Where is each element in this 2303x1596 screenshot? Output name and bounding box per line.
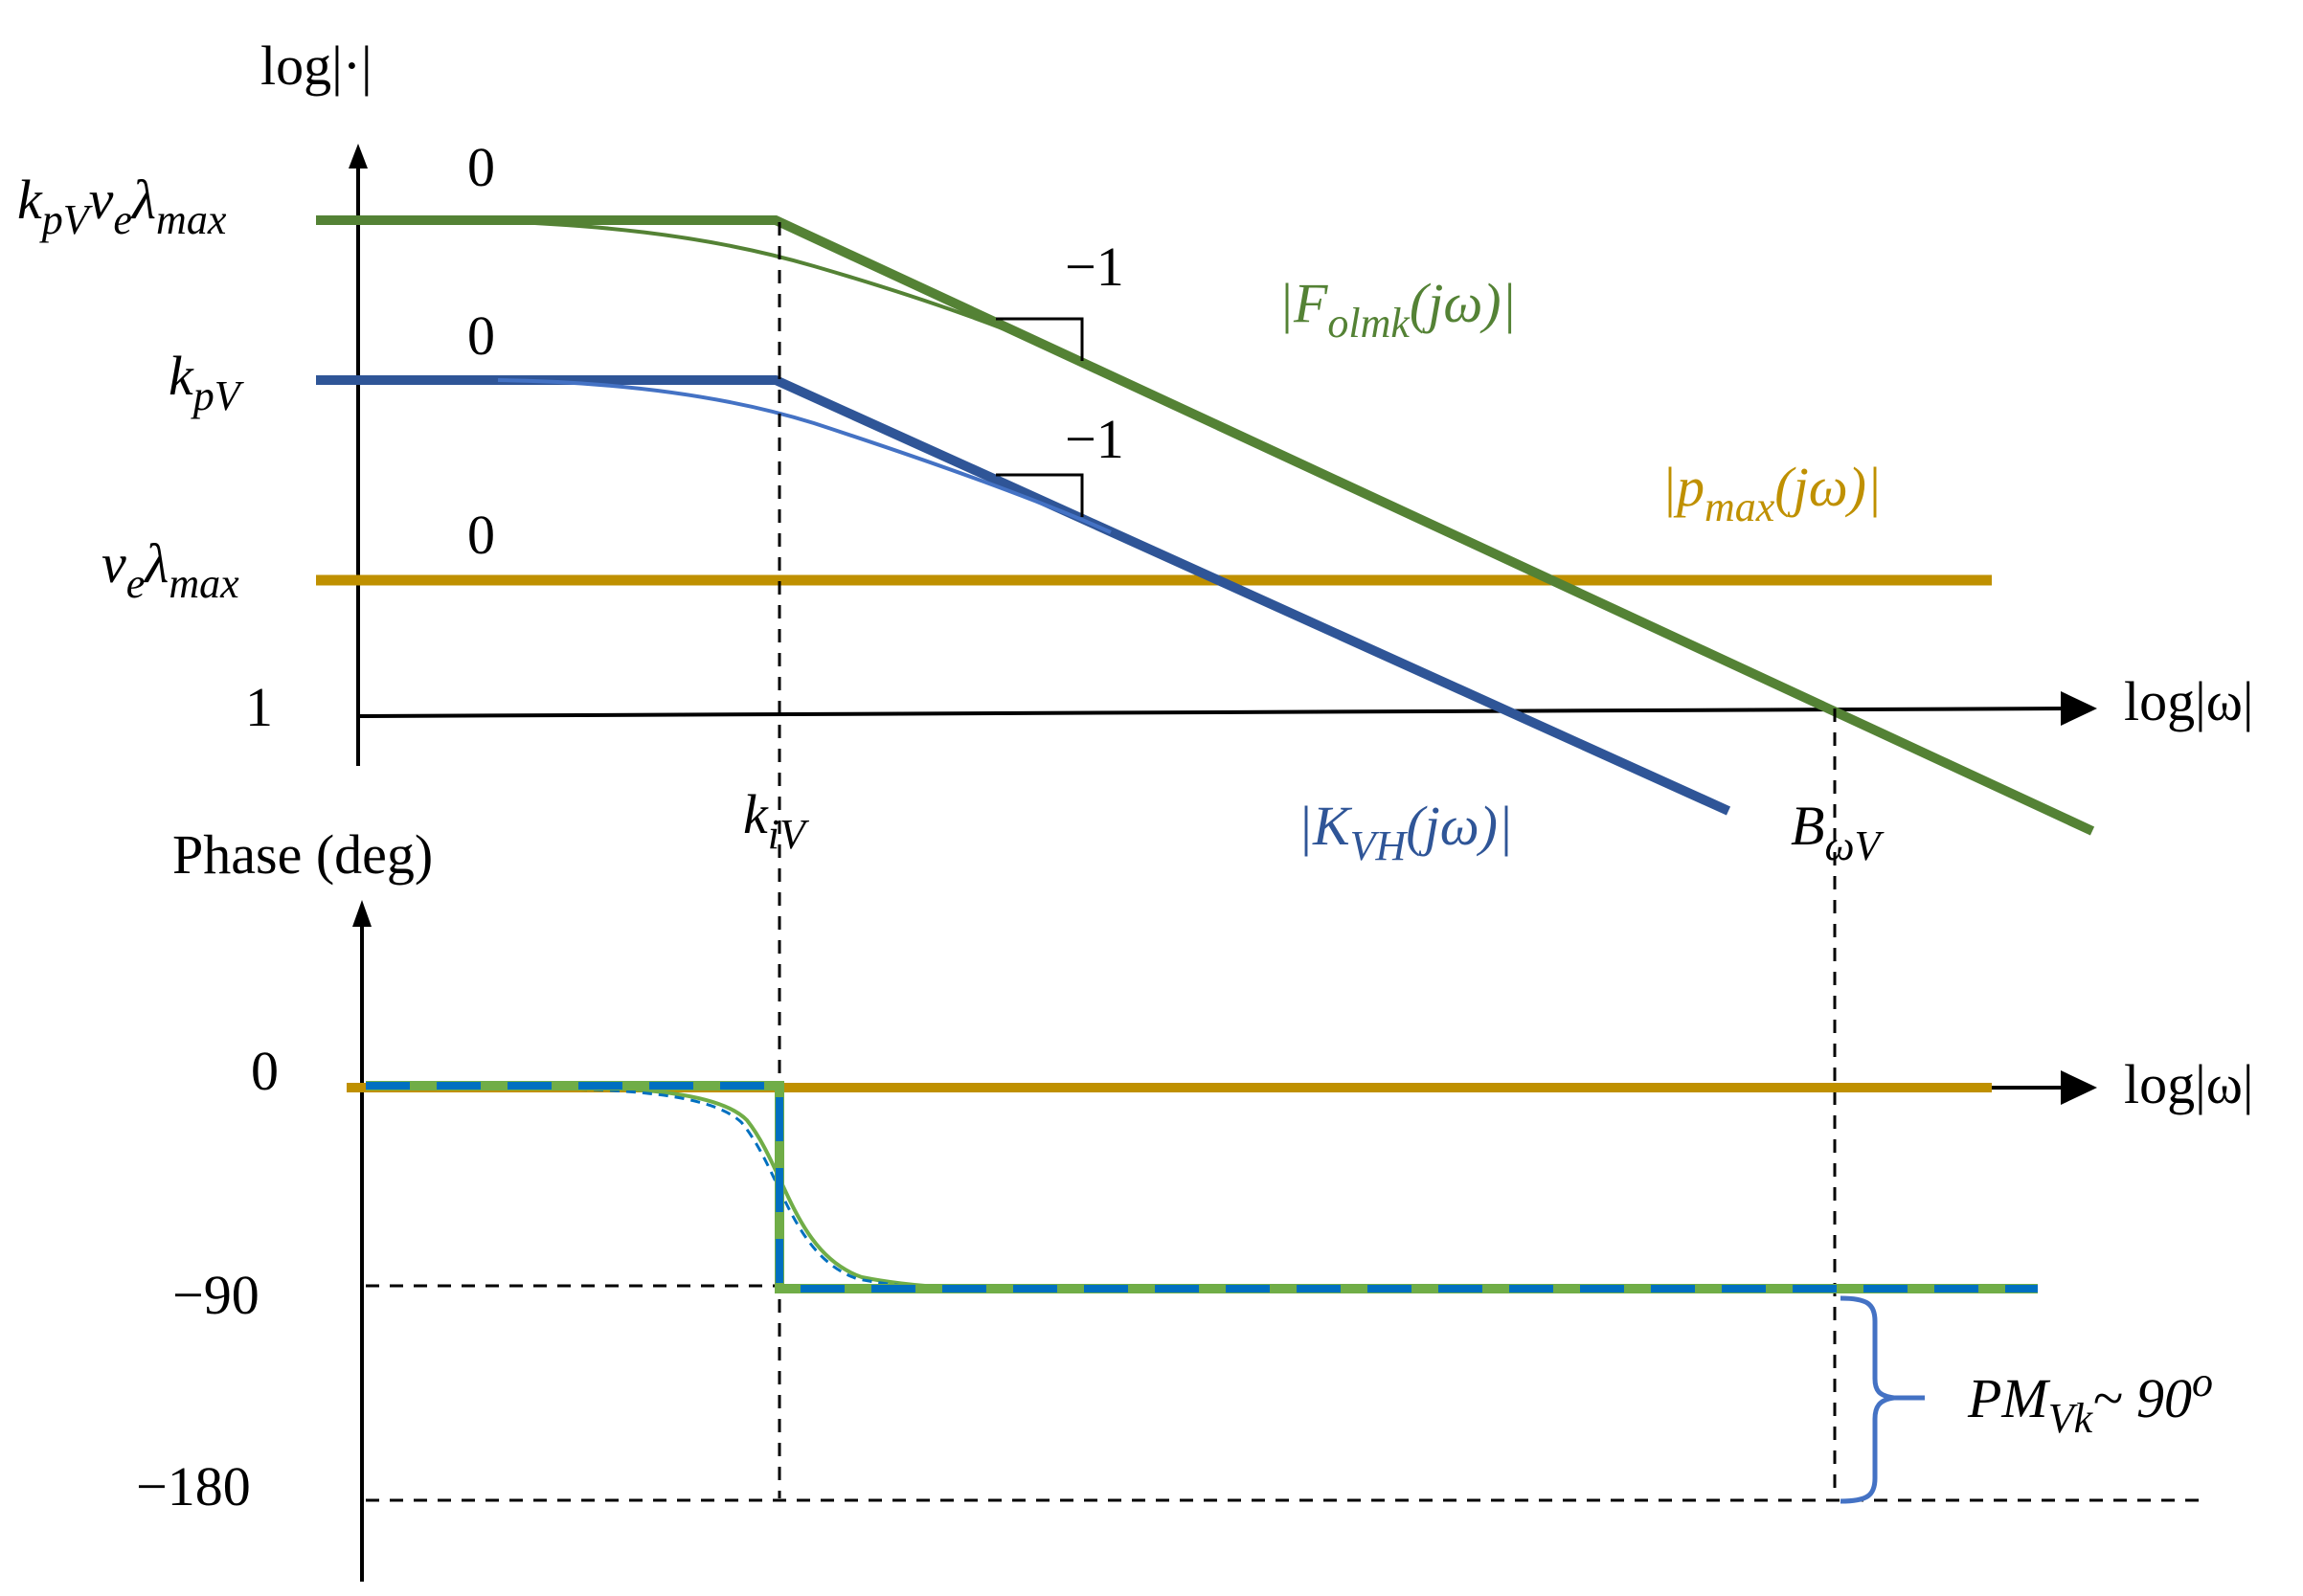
phase-tick-minus-90: −90 <box>172 1264 260 1326</box>
kiv-marker-label: kiV <box>743 783 810 858</box>
phase-tick-minus-180: −180 <box>136 1455 251 1517</box>
kvh-magnitude-curve <box>497 378 1112 534</box>
slope-triangle-folmk <box>996 317 1084 361</box>
magnitude-x-axis <box>357 707 2069 718</box>
magnitude-x-axis-arrow-icon <box>2061 691 2097 726</box>
folmk-phase-asymptote <box>366 1081 2038 1293</box>
frequency-markers: kiV BωV <box>743 222 1885 1498</box>
phase-margin-label: PMVk~ 90o <box>1967 1359 2213 1442</box>
slope-zero-label-folmk: 0 <box>467 136 495 198</box>
phase-x-axis-arrow-icon <box>2061 1070 2097 1105</box>
kvh-phase-curve <box>365 1086 1016 1293</box>
slope-triangle-kvh <box>996 473 1084 517</box>
magnitude-x-axis-label: log|ω| <box>2124 670 2254 732</box>
y-level-kpv: kpV <box>169 345 245 419</box>
phase-plot: Phase (deg) log|ω| 0 −90 −180 PMVk~ 90o <box>136 823 2254 1582</box>
folmk-magnitude-asymptote <box>316 215 2095 836</box>
kvh-phase-asymptote <box>366 1082 2038 1293</box>
phase-y-axis-arrow-icon <box>352 900 372 927</box>
y-level-ve-lambda-max: veλmax <box>102 532 239 607</box>
slope-zero-label-pmax: 0 <box>467 504 495 566</box>
y-level-one: 1 <box>245 676 273 738</box>
magnitude-plot: log|·| log|ω| kpVveλmax kpV veλmax 1 0 0… <box>17 34 2254 869</box>
folmk-phase-curve <box>365 1083 1016 1291</box>
kvh-curve-label: |KVH(jω)| <box>1298 795 1513 869</box>
folmk-curve-label: |Folmk(jω)| <box>1278 272 1517 347</box>
slope-minus-one-label-kvh: −1 <box>1065 408 1124 470</box>
magnitude-y-axis-arrow-icon <box>349 144 368 169</box>
slope-zero-label-kvh: 0 <box>467 304 495 367</box>
bwv-marker-label: BωV <box>1791 795 1885 869</box>
pmax-curve-label: |pmax(jω)| <box>1661 456 1882 530</box>
phase-y-axis-label: Phase (deg) <box>172 823 433 886</box>
phase-tick-zero: 0 <box>251 1040 279 1102</box>
magnitude-y-axis-label: log|·| <box>260 34 373 97</box>
y-level-kpv-ve-lambda-max: kpVveλmax <box>17 169 227 243</box>
kvh-magnitude-asymptote <box>316 375 1731 816</box>
folmk-magnitude-curve <box>440 218 1083 364</box>
slope-minus-one-label-folmk: −1 <box>1065 236 1124 298</box>
phase-x-axis-label: log|ω| <box>2124 1053 2254 1115</box>
phase-margin-brace-icon <box>1840 1295 1925 1504</box>
